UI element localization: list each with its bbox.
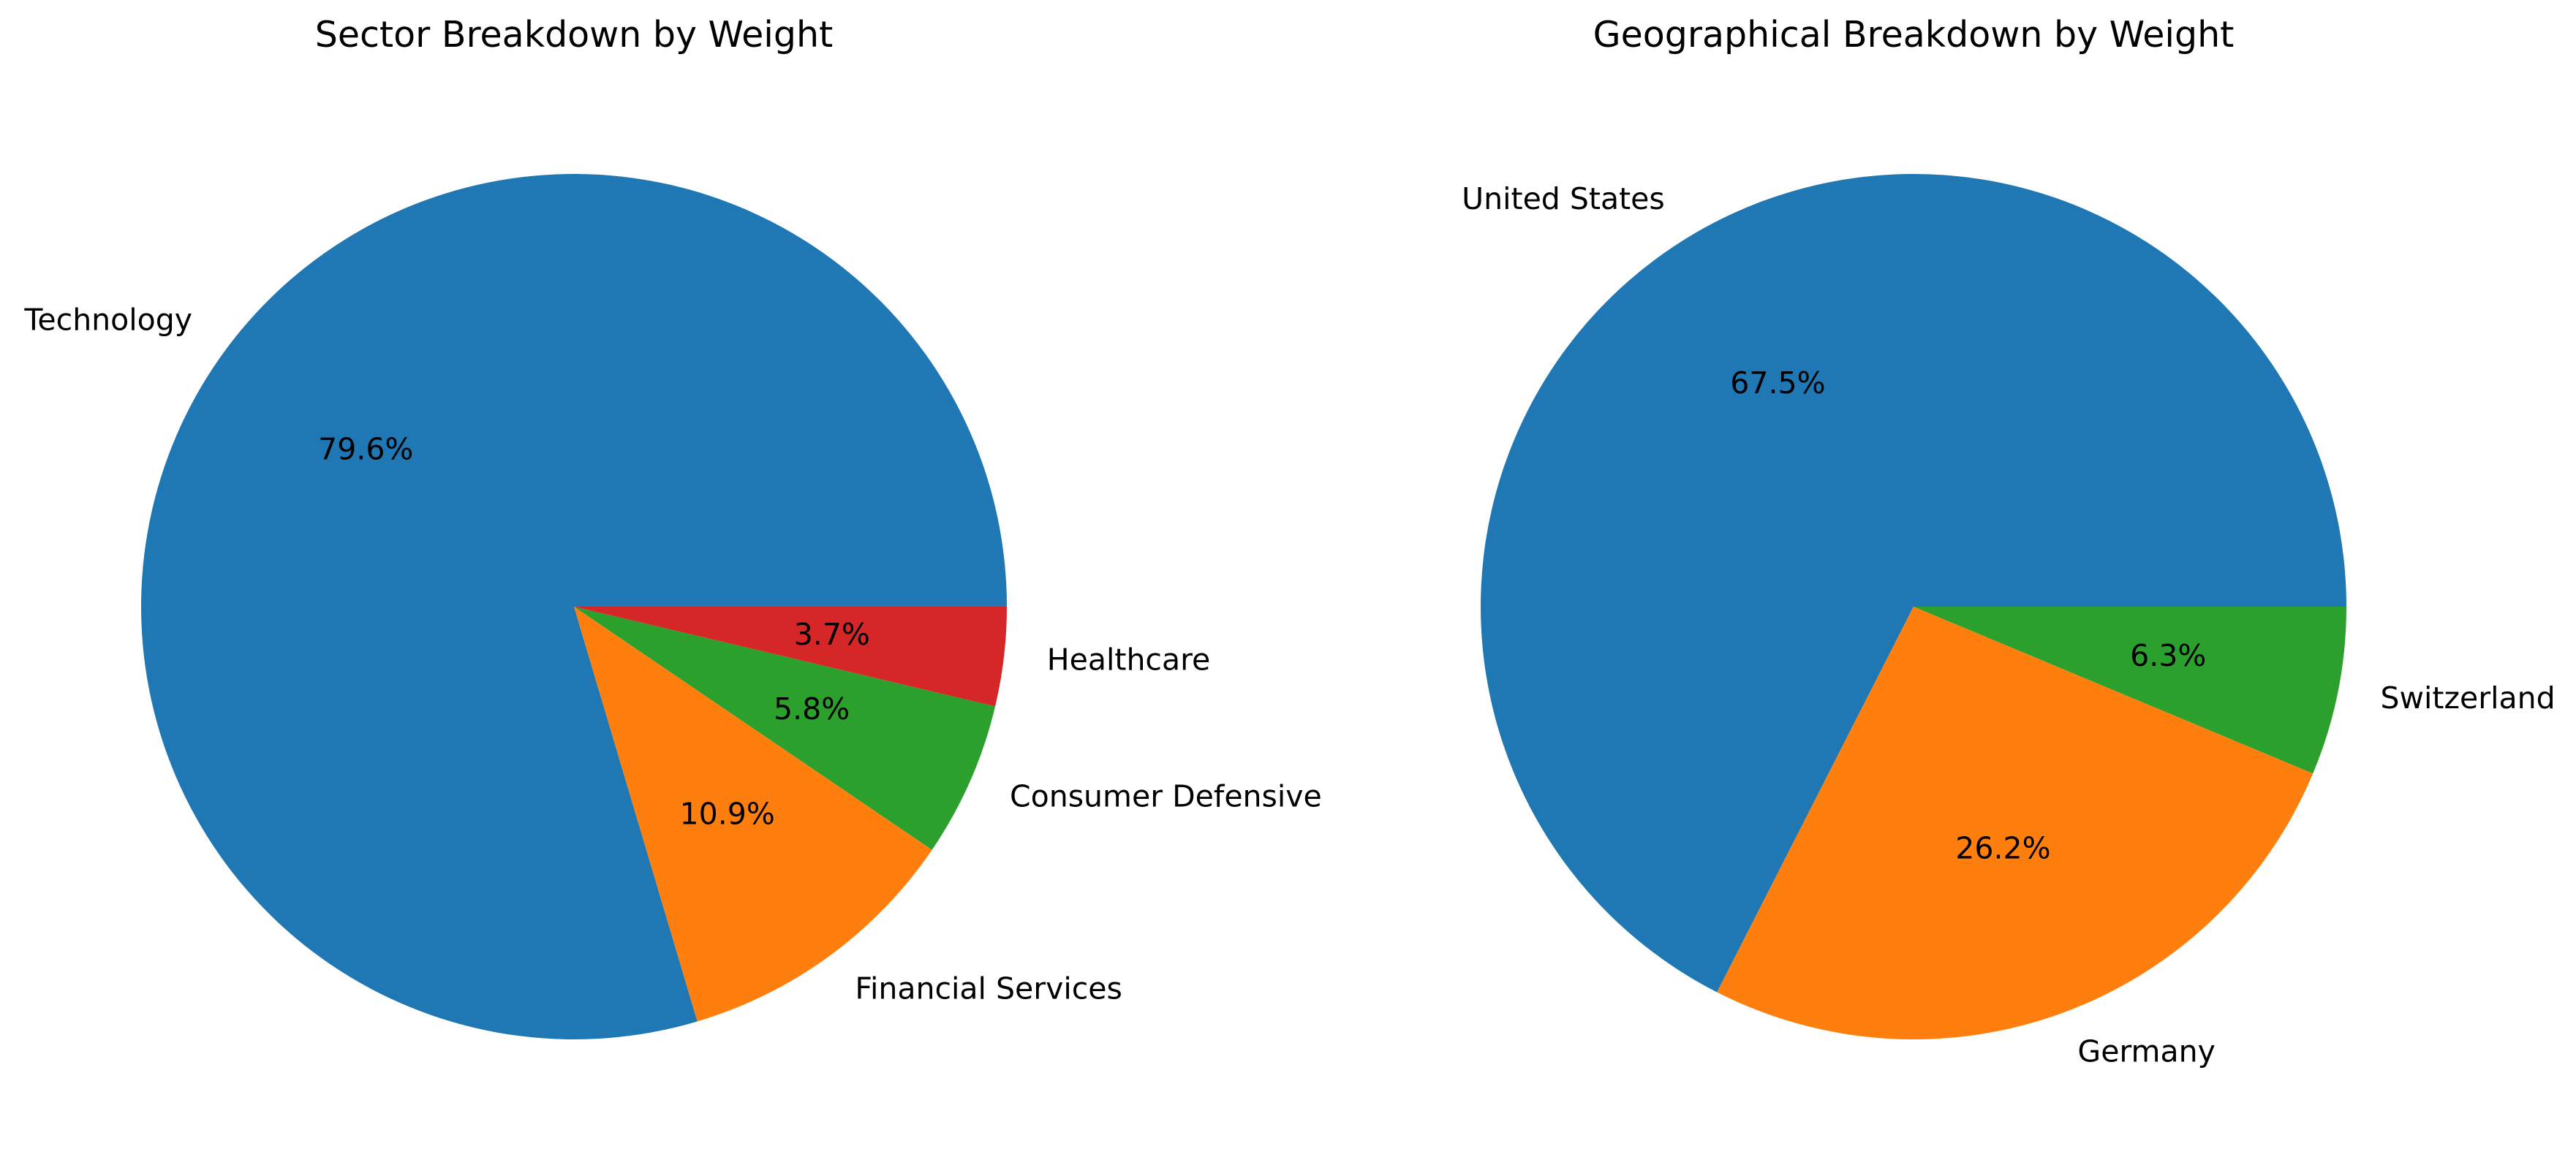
sector-labels: Technology 79.6% Financial Services 10.9% Co… [23,303,1321,1006]
sector-value-technology: 79.6% [318,432,413,467]
sector-label-consumer-defensive: Consumer Defensive [1010,778,1322,814]
sector-slice-consumer-defensive [574,607,996,850]
geography-slice-united-states [1480,174,2346,993]
sector-slice-healthcare [574,607,1007,707]
geography-slice-switzerland [1914,607,2346,774]
geography-label-united-states: United States [1462,181,1665,216]
sector-value-healthcare: 3.7% [794,617,870,652]
geography-label-germany: Germany [2077,1034,2215,1069]
geography-pie-chart: Geographical Breakdown by Weight United … [1462,14,2556,1069]
sector-label-technology: Technology [23,303,192,338]
sector-chart-title: Sector Breakdown by Weight [315,14,834,56]
sector-label-financial-services: Financial Services [855,971,1122,1006]
geography-value-switzerland: 6.3% [2130,638,2206,673]
sector-value-consumer-defensive: 5.8% [774,691,850,727]
sector-value-financial-services: 10.9% [680,797,775,832]
geography-value-germany: 26.2% [1955,830,2050,865]
geography-chart-title: Geographical Breakdown by Weight [1593,14,2235,56]
geography-slice-germany [1717,607,2314,1040]
geography-label-switzerland: Switzerland [2380,680,2555,716]
sector-pie-chart: Sector Breakdown by Weight Technology 79.… [23,14,1322,1039]
geography-labels: United States 67.5% Germany 26.2% Switzerlan… [1462,181,2556,1069]
sector-slices [141,173,1007,1039]
sector-slice-financial-services [574,607,932,1022]
geography-value-united-states: 67.5% [1730,365,1825,401]
sector-slice-technology [141,173,1007,1039]
sector-label-healthcare: Healthcare [1047,642,1210,678]
geography-slices [1480,174,2346,1040]
